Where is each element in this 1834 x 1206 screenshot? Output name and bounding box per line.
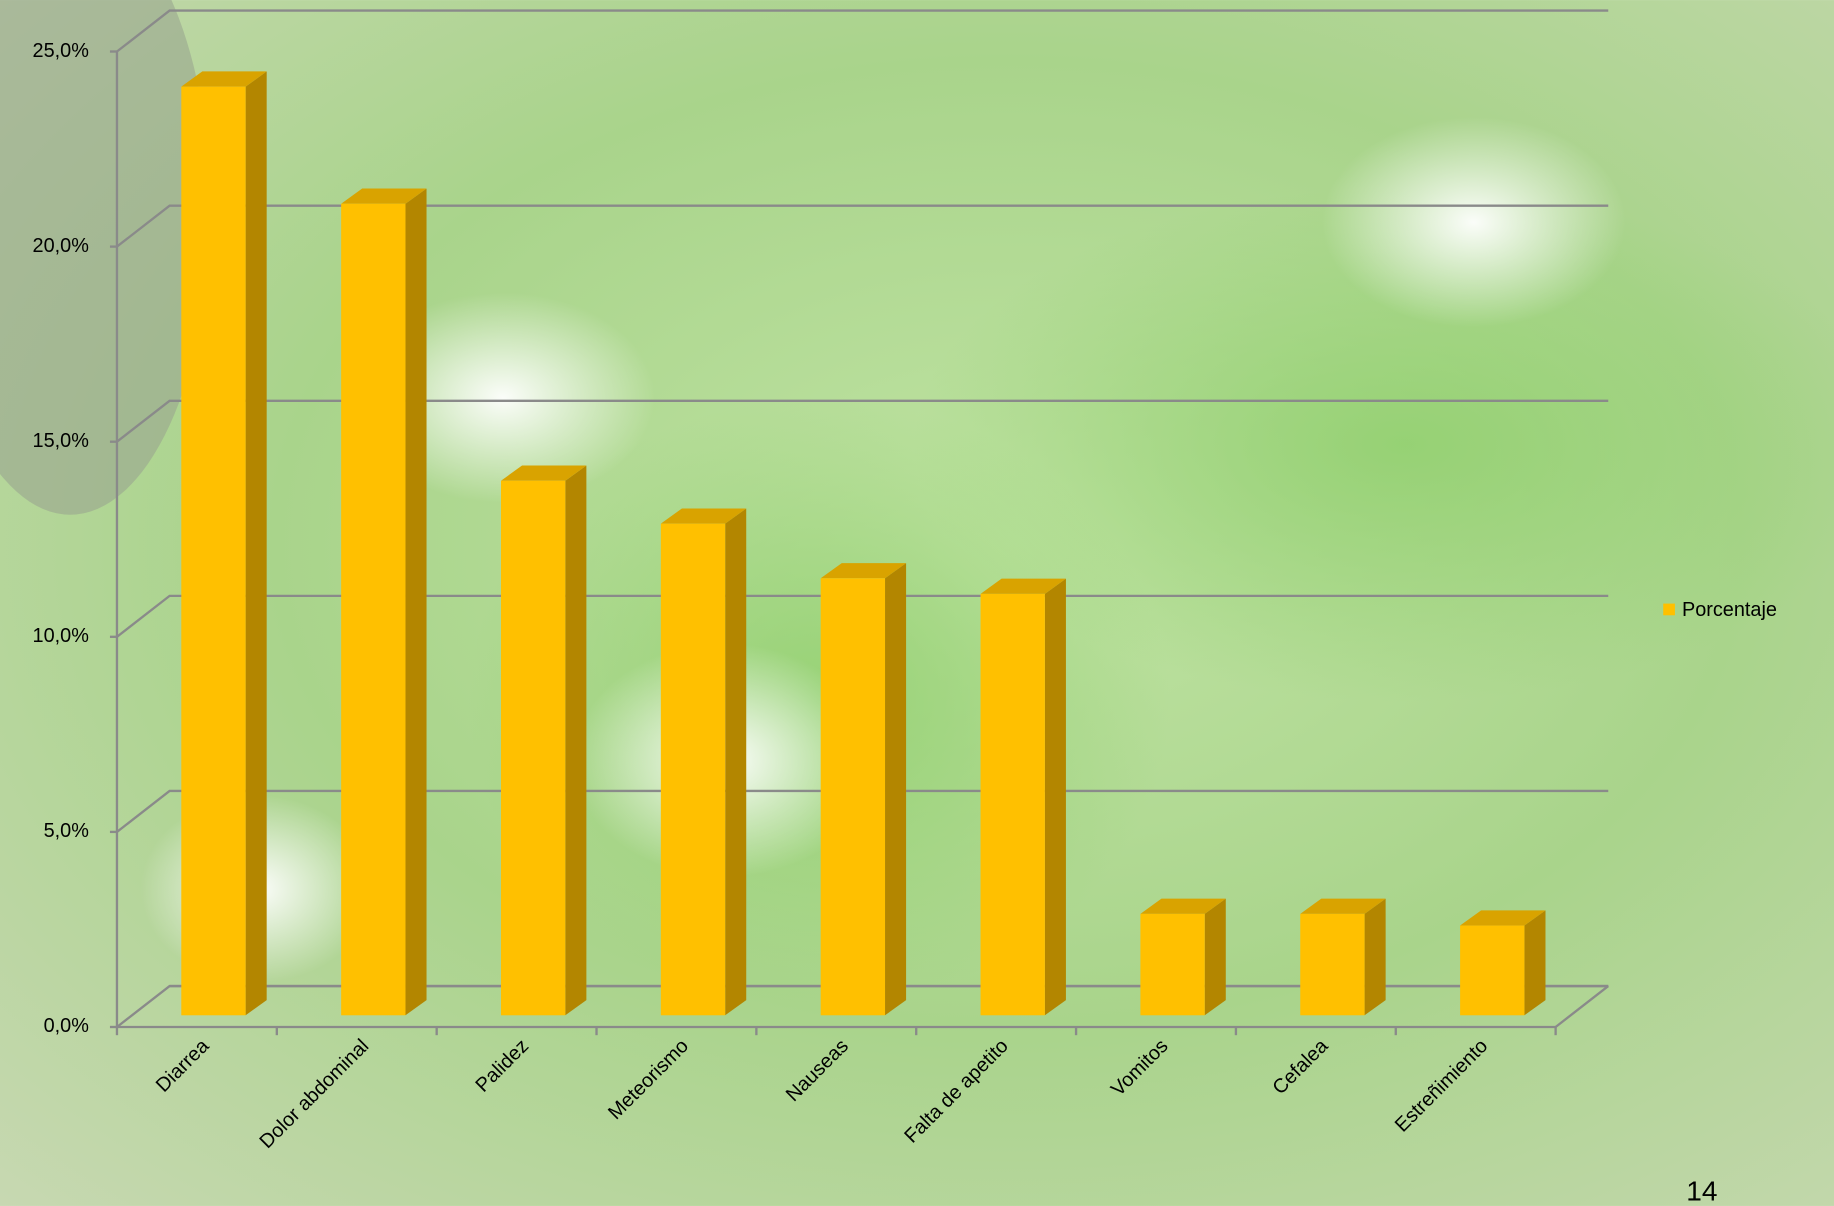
bar (341, 203, 406, 1016)
grid-line (116, 9, 1609, 53)
grid-line (116, 204, 1609, 248)
bar (1460, 925, 1525, 1016)
bar-side (245, 71, 267, 1016)
legend-label: Porcentaje (1682, 599, 1777, 621)
bar-top (660, 508, 747, 524)
bar-side (725, 508, 747, 1016)
grid-line (116, 594, 1609, 638)
bar-side (1204, 898, 1226, 1016)
bar-side (1364, 898, 1386, 1016)
bar-top (500, 465, 587, 481)
bar-side (405, 188, 427, 1016)
axis-floor-right (1554, 985, 1609, 1028)
bar-side (885, 563, 907, 1016)
y-tick-label: 0,0% (44, 1015, 89, 1037)
bar (1300, 913, 1365, 1016)
bar (820, 578, 886, 1016)
background-leaf (912, 187, 1834, 702)
bar (660, 523, 726, 1016)
bar-top (1460, 910, 1546, 926)
bar (181, 86, 246, 1016)
bar-top (181, 71, 267, 87)
y-tick-label: 10,0% (33, 625, 89, 647)
bar-top (980, 578, 1066, 594)
bar-side (1044, 578, 1066, 1016)
bar-top (1140, 898, 1226, 914)
y-tick-label: 20,0% (33, 235, 89, 257)
background-flower (350, 292, 655, 503)
page-number: 14 (1686, 1176, 1717, 1206)
y-tick-label: 15,0% (33, 430, 89, 452)
bar (1140, 913, 1205, 1016)
bar-top (1300, 898, 1386, 914)
bar-side (565, 465, 587, 1016)
legend-marker (1663, 603, 1675, 616)
grid-line (116, 399, 1609, 443)
bar-side (1524, 910, 1546, 1016)
bar-top (820, 563, 907, 579)
bar (500, 480, 566, 1016)
y-tick-label: 25,0% (33, 40, 89, 62)
grid-line (116, 789, 1609, 833)
background-shade (0, 0, 211, 515)
bar (980, 593, 1045, 1016)
grid-line (116, 984, 1609, 1028)
y-tick-label: 5,0% (44, 820, 89, 842)
background-flower (1321, 117, 1626, 328)
bar-top (341, 188, 427, 204)
